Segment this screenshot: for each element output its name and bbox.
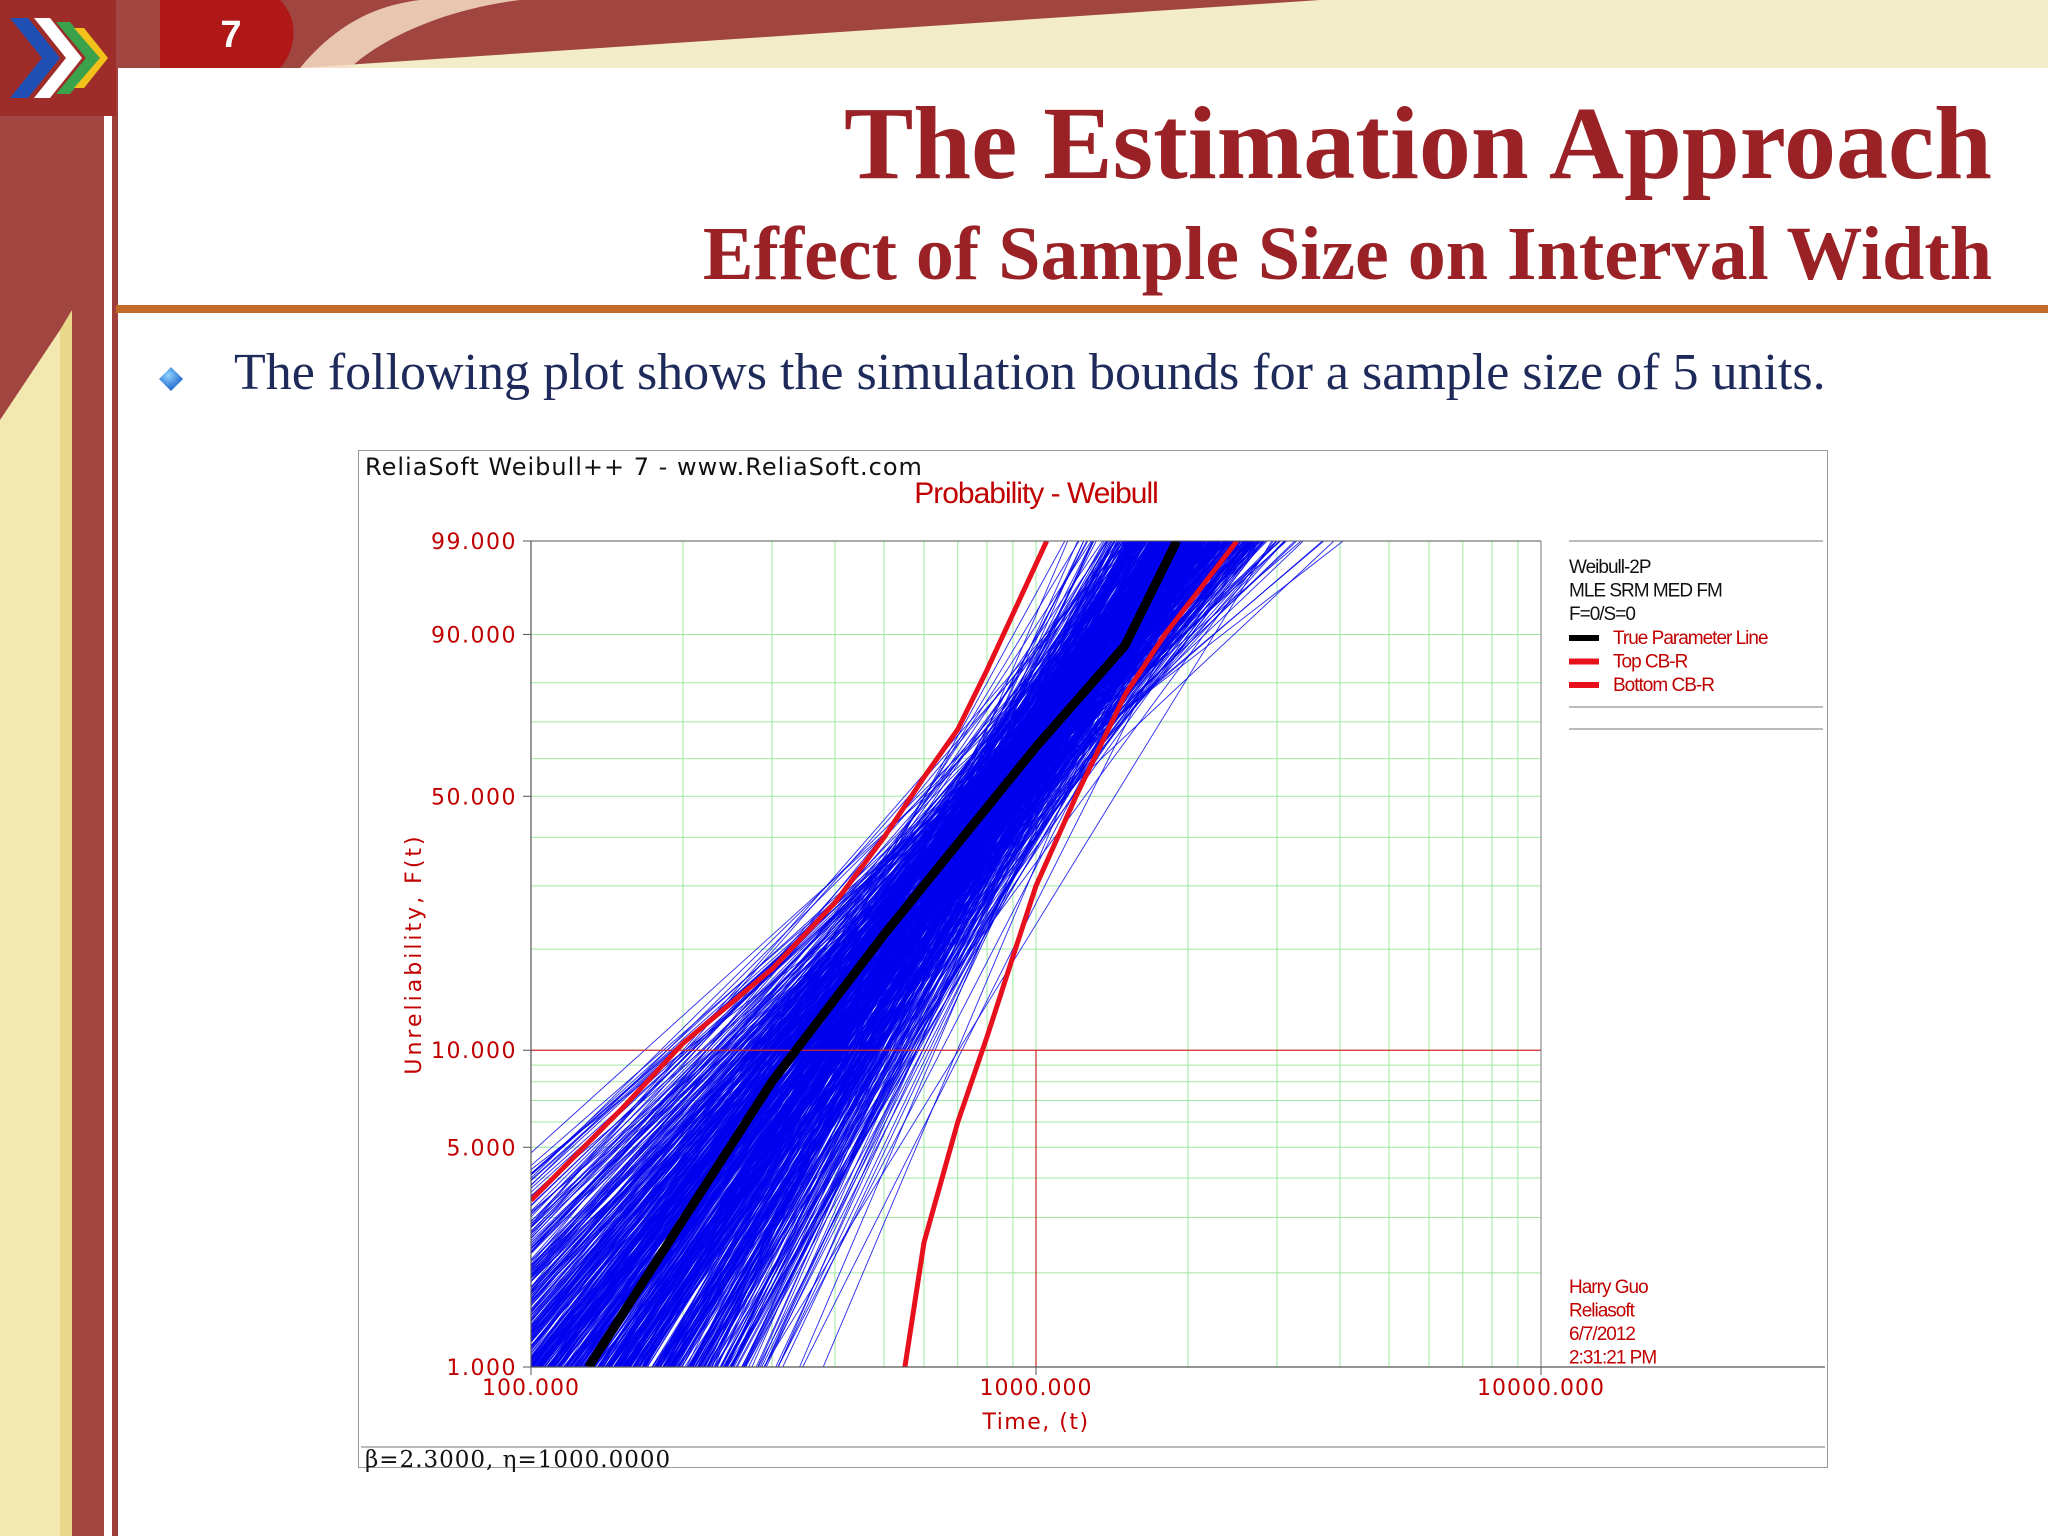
simulation-line	[531, 541, 1212, 1239]
chart-annotation-line: 2:31:21 PM	[1569, 1348, 1656, 1369]
y-tick-label: 99.000	[431, 530, 517, 555]
simulation-line	[531, 541, 1119, 1334]
simulation-line	[641, 541, 1119, 1367]
simulation-line	[531, 541, 1164, 1330]
simulation-line	[715, 541, 1146, 1367]
chart-annotation-line: Harry Guo	[1569, 1277, 1648, 1298]
simulation-line	[620, 541, 1168, 1367]
simulation-lines	[531, 541, 1344, 1367]
x-tick-label: 10000.000	[1477, 1376, 1605, 1401]
chart-source-label: ReliaSoft Weibull++ 7 - www.ReliaSoft.co…	[365, 453, 923, 481]
simulation-line	[531, 541, 1281, 1280]
simulation-line	[669, 541, 1113, 1367]
top-cb-line	[531, 541, 1049, 1203]
simulation-line	[599, 541, 1153, 1367]
weibull-chart: ReliaSoft Weibull++ 7 - www.ReliaSoft.co…	[358, 450, 1828, 1473]
simulation-line	[721, 541, 1154, 1367]
legend-header-line: MLE SRM MED FM	[1569, 581, 1722, 602]
y-tick-label: 5.000	[447, 1136, 517, 1161]
simulation-line	[699, 541, 1127, 1367]
simulation-line	[531, 541, 1264, 1253]
chart-canvas: Probability - Weibull 1.000 5.000 10.000 50.…	[361, 477, 1825, 1448]
chart-params-label: β=2.3000, η=1000.0000	[365, 1447, 672, 1473]
simulation-line	[571, 541, 1147, 1367]
true-parameter-line	[584, 541, 1181, 1367]
simulation-line	[553, 541, 1162, 1367]
simulation-line	[662, 541, 1136, 1367]
simulation-line	[531, 541, 1128, 1226]
simulation-line	[698, 541, 1228, 1367]
simulation-line	[663, 541, 1274, 1367]
simulation-line	[735, 541, 1178, 1367]
simulation-line	[706, 541, 1079, 1367]
simulation-line	[704, 541, 1113, 1367]
legend-entry-label: Bottom CB-R	[1613, 675, 1714, 696]
simulation-line	[531, 541, 1134, 1227]
simulation-line	[634, 541, 1202, 1367]
x-axis-label: Time, (t)	[981, 1410, 1089, 1435]
x-tick-label: 1000.000	[980, 1376, 1093, 1401]
x-tick-label: 100.000	[482, 1376, 580, 1401]
slide-subtitle: Effect of Sample Size on Interval Width	[702, 212, 1992, 296]
chart-annotation-line: Reliasoft	[1569, 1301, 1636, 1322]
chart-annotation-line: 6/7/2012	[1569, 1324, 1635, 1345]
bullet-icon	[159, 367, 183, 391]
y-axis-label: Unreliability, F(t)	[402, 833, 427, 1074]
simulation-line	[620, 541, 1258, 1367]
simulation-line	[573, 541, 1255, 1367]
simulation-line	[706, 541, 1200, 1367]
legend-header-line: Weibull-2P	[1569, 557, 1651, 578]
simulation-line	[531, 541, 1262, 1282]
simulation-line	[531, 541, 1184, 1329]
slide-title: The Estimation Approach	[843, 86, 1992, 201]
y-tick-label: 90.000	[431, 623, 517, 648]
simulation-line	[622, 541, 1181, 1367]
simulation-line	[549, 541, 1257, 1367]
simulation-line	[531, 541, 1323, 1224]
simulation-line	[547, 541, 1228, 1367]
bottom-cb-line	[902, 541, 1239, 1367]
simulation-line	[549, 541, 1169, 1367]
chart-title: Probability - Weibull	[914, 477, 1158, 510]
simulation-line	[531, 541, 1255, 1244]
simulation-line	[557, 541, 1170, 1367]
slide-number: 7	[220, 14, 242, 56]
simulation-line	[655, 541, 1261, 1367]
logo-icon	[0, 0, 116, 116]
y-tick-label: 10.000	[431, 1039, 517, 1064]
y-tick-label: 1.000	[447, 1356, 517, 1381]
legend-header-line: F=0/S=0	[1569, 604, 1635, 625]
legend-entry-label: True Parameter Line	[1613, 628, 1768, 649]
simulation-line	[622, 541, 1178, 1367]
simulation-line	[681, 541, 1109, 1367]
simulation-line	[726, 541, 1115, 1367]
legend-entry-label: Top CB-R	[1613, 652, 1688, 673]
y-tick-label: 50.000	[431, 785, 517, 810]
bullet-text: The following plot shows the simulation …	[234, 344, 1826, 401]
simulation-line	[644, 541, 1166, 1367]
